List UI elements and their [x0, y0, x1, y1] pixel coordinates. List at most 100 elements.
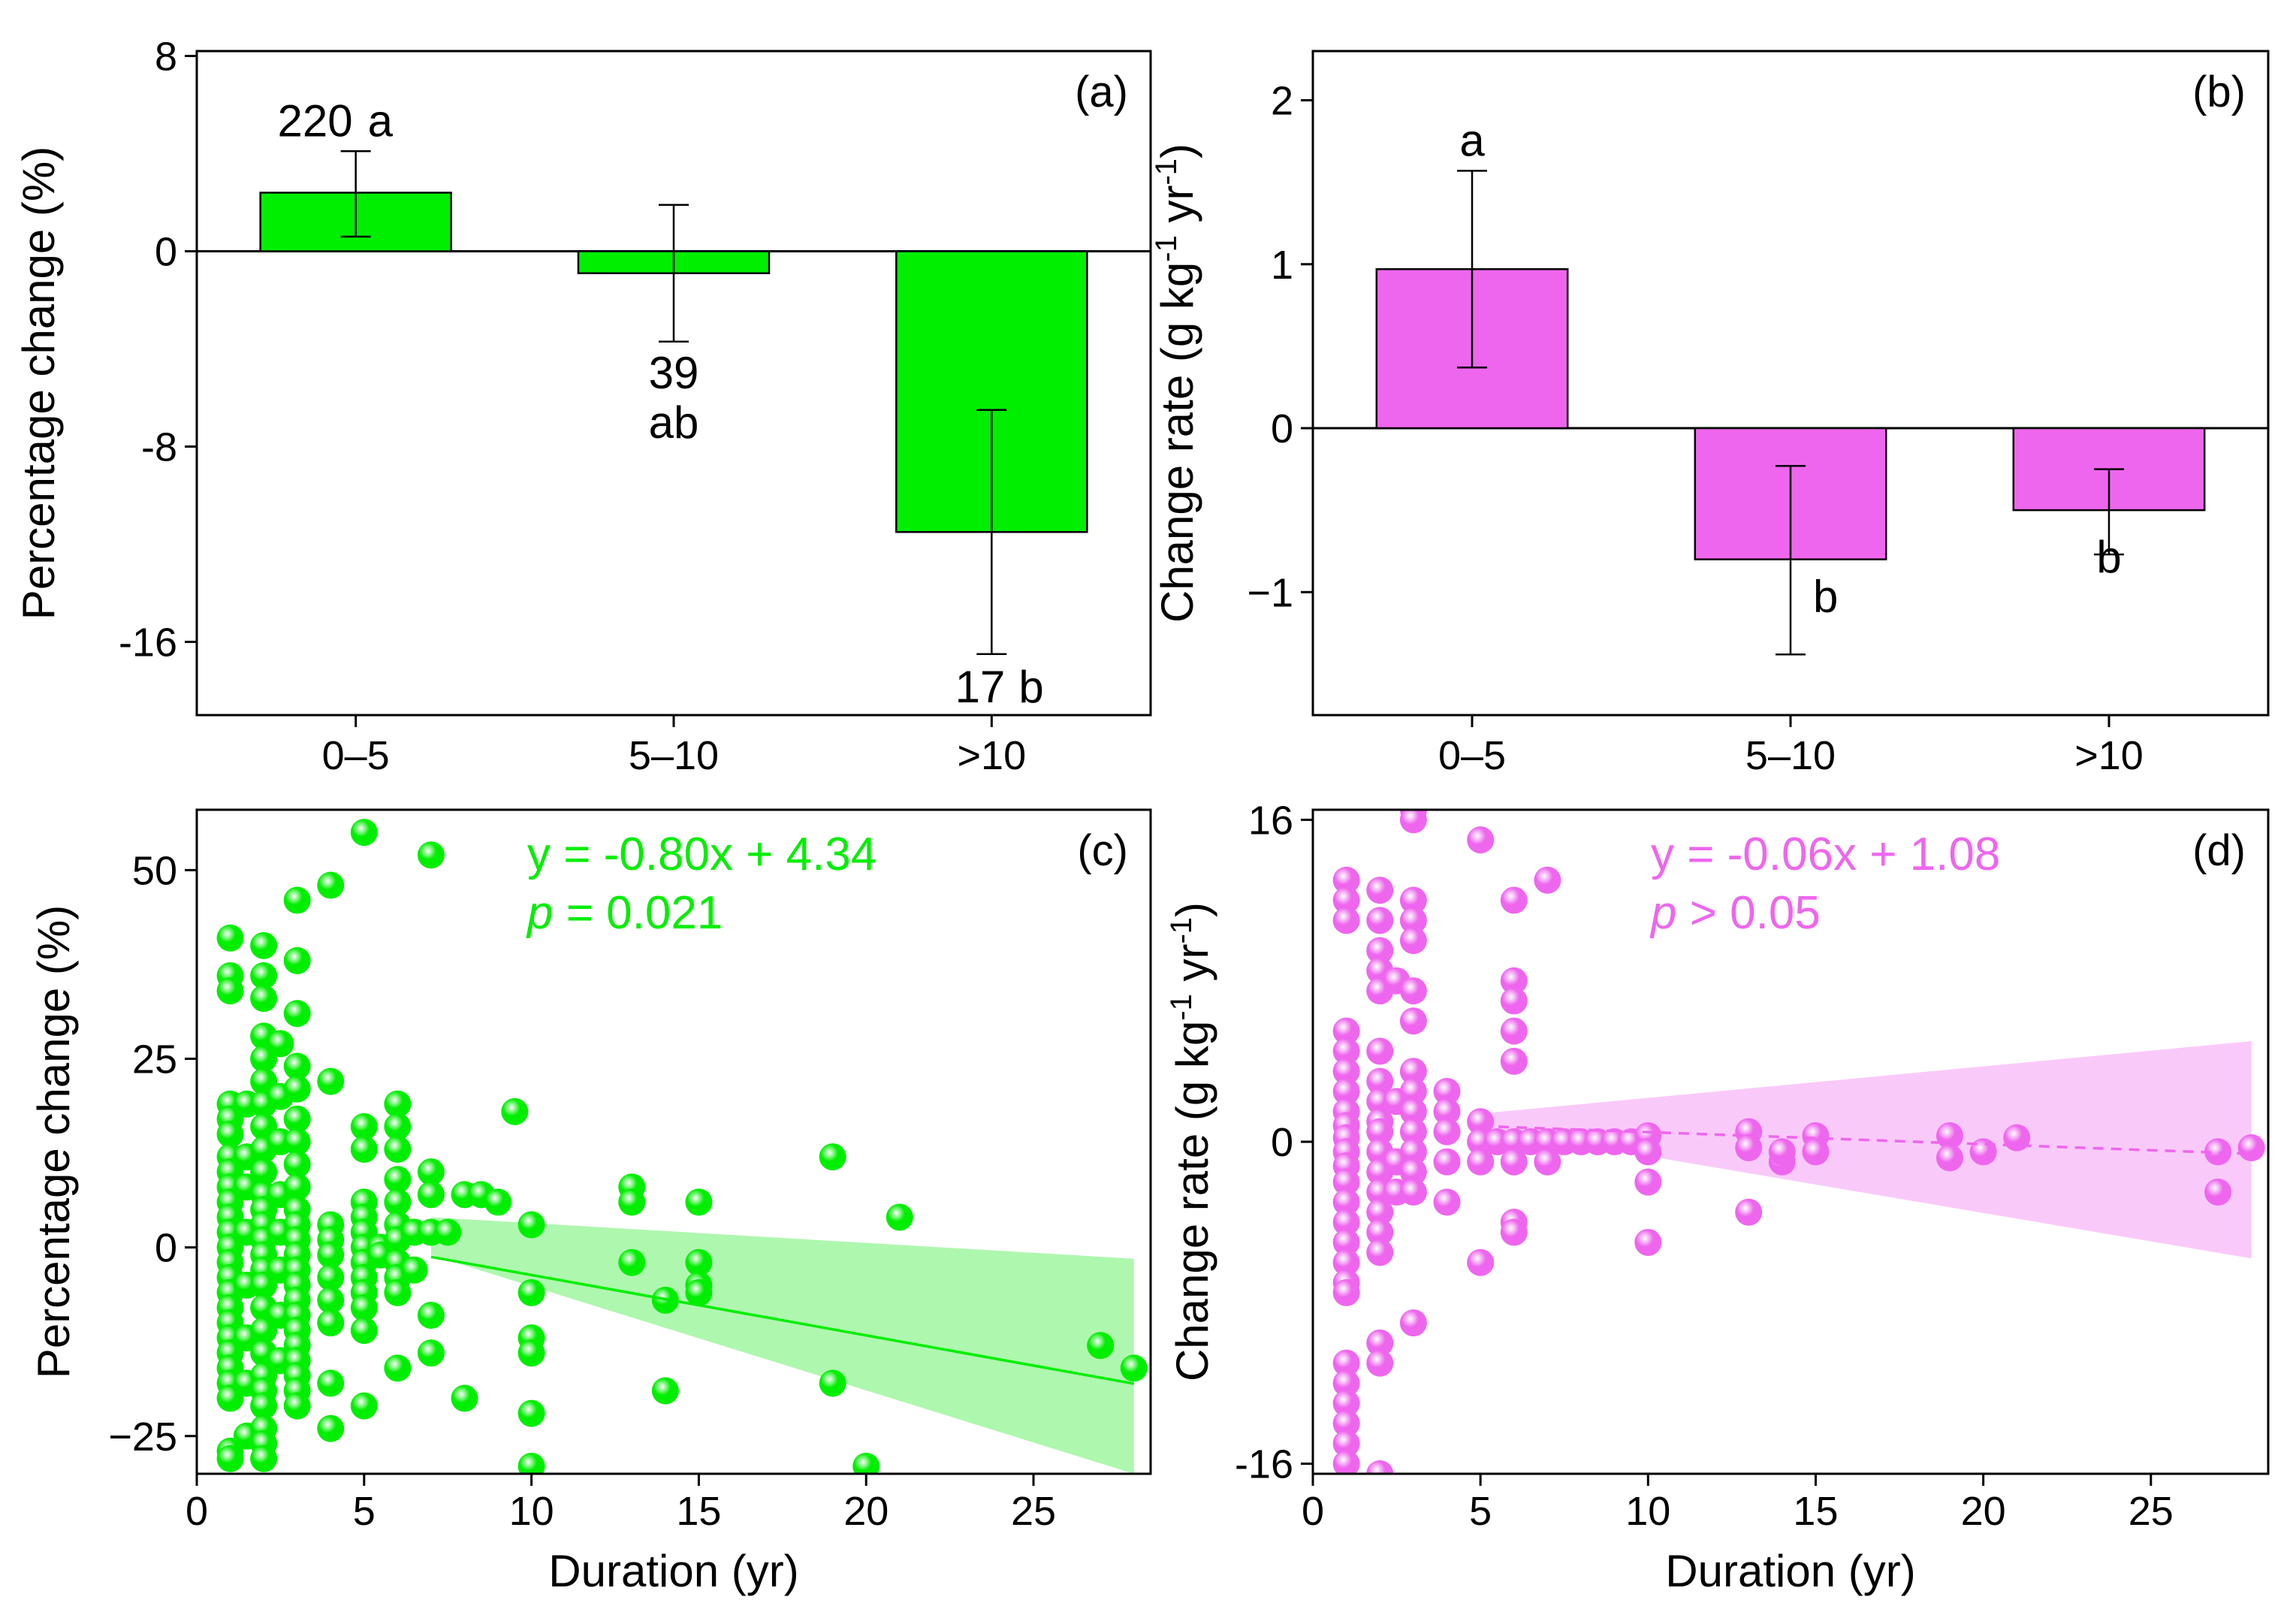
data-point — [1332, 1017, 1360, 1045]
data-point — [1332, 1349, 1360, 1377]
y-axis-title-part: -1 — [1165, 917, 1198, 944]
data-point — [1332, 1037, 1360, 1065]
data-point — [283, 1128, 311, 1155]
y-axis-title-part: -1 — [1165, 994, 1198, 1021]
data-point — [1399, 1138, 1427, 1166]
data-point — [1399, 1007, 1427, 1035]
data-point — [2204, 1138, 2232, 1166]
confidence-band — [430, 1217, 1134, 1474]
data-point — [1332, 1168, 1360, 1196]
p-value: p = 0.021 — [526, 887, 723, 939]
x-tick-label: 5–10 — [629, 733, 719, 778]
data-point — [1433, 1118, 1461, 1146]
data-point — [618, 1248, 646, 1276]
data-point — [1399, 1058, 1427, 1085]
x-tick-label: 0 — [186, 1489, 208, 1534]
data-point — [1735, 1134, 1763, 1162]
significance-letter: ab — [649, 397, 699, 448]
data-point — [1332, 1410, 1360, 1438]
data-point — [1433, 1078, 1461, 1106]
y-tick-label: 16 — [1248, 798, 1293, 843]
data-point — [2237, 1134, 2265, 1162]
data-point — [1120, 1354, 1148, 1382]
data-point — [384, 1354, 412, 1382]
data-point — [852, 1452, 880, 1474]
data-point — [283, 1151, 311, 1179]
data-point — [1534, 866, 1561, 894]
data-point — [384, 1188, 412, 1216]
plot-area — [216, 819, 1148, 1474]
data-point — [886, 1203, 913, 1231]
y-tick-label: -16 — [1235, 1442, 1293, 1487]
data-point — [2204, 1178, 2232, 1206]
x-tick-label: 25 — [2129, 1489, 2174, 1534]
significance-letter: b — [2096, 532, 2121, 582]
y-tick-label: −25 — [108, 1414, 177, 1460]
data-point — [1399, 1158, 1427, 1186]
data-point — [484, 1188, 512, 1216]
data-point — [317, 1263, 345, 1291]
data-point — [1634, 1138, 1662, 1166]
x-tick-label: 5 — [1469, 1489, 1492, 1534]
data-point — [501, 1097, 529, 1125]
data-point — [1399, 810, 1427, 834]
data-point — [1366, 1118, 1394, 1146]
data-point — [1500, 886, 1528, 914]
p-rest: > 0.05 — [1676, 887, 1820, 939]
data-point — [2003, 1124, 2031, 1152]
data-point — [384, 1090, 412, 1118]
data-point — [216, 977, 244, 1005]
data-point — [1332, 1078, 1360, 1106]
fit-line — [430, 1255, 1135, 1385]
regression-equation: y = -0.80x + 4.34 — [527, 829, 876, 880]
data-point — [283, 1392, 311, 1420]
x-tick-label: 10 — [509, 1489, 554, 1534]
fit-line — [1480, 1124, 2252, 1155]
y-axis-title-part: yr — [1167, 944, 1217, 995]
data-point — [1366, 1239, 1394, 1266]
data-point — [317, 1286, 345, 1314]
y-tick-label: 2 — [1271, 78, 1293, 123]
data-point — [384, 1166, 412, 1194]
data-point — [417, 841, 445, 869]
y-tick-label: 25 — [132, 1037, 177, 1082]
data-point — [283, 1075, 311, 1103]
data-point — [685, 1188, 713, 1216]
data-point — [1399, 1178, 1427, 1206]
data-point — [317, 1067, 345, 1095]
data-point — [1332, 1228, 1360, 1256]
significance-letter: a — [1459, 115, 1485, 165]
y-axis-title: Percentage change (%) — [14, 146, 64, 620]
sample-size-label: 39 — [649, 348, 699, 398]
y-tick-label: -8 — [141, 425, 177, 470]
x-tick-label: >10 — [2074, 733, 2144, 778]
p-rest: = 0.021 — [553, 887, 723, 939]
data-point — [1366, 1329, 1394, 1357]
data-point — [317, 1414, 345, 1442]
significance-letter: a — [368, 95, 394, 146]
data-point — [1332, 1450, 1360, 1474]
significance-letter: b — [1018, 662, 1043, 712]
data-point — [417, 1158, 445, 1186]
data-point — [1500, 1148, 1528, 1176]
y-tick-label: −1 — [1247, 570, 1293, 615]
data-point — [1332, 1058, 1360, 1085]
data-point — [1433, 1188, 1461, 1216]
data-point — [350, 1112, 378, 1140]
data-point — [517, 1211, 545, 1239]
y-axis-title-part: -1 — [1150, 158, 1183, 186]
y-axis-title-part: yr — [1152, 186, 1202, 236]
data-point — [216, 1120, 244, 1148]
data-point — [417, 1181, 445, 1209]
data-point — [685, 1248, 713, 1276]
panel-label: (a) — [1075, 68, 1128, 116]
data-point — [819, 1143, 846, 1171]
data-point — [417, 1302, 445, 1330]
data-point — [1332, 1248, 1360, 1276]
y-tick-label: 0 — [1271, 1120, 1293, 1165]
data-point — [1500, 1047, 1528, 1075]
data-point — [1399, 1078, 1427, 1106]
y-axis-title: Percentage change (%) — [29, 905, 79, 1378]
